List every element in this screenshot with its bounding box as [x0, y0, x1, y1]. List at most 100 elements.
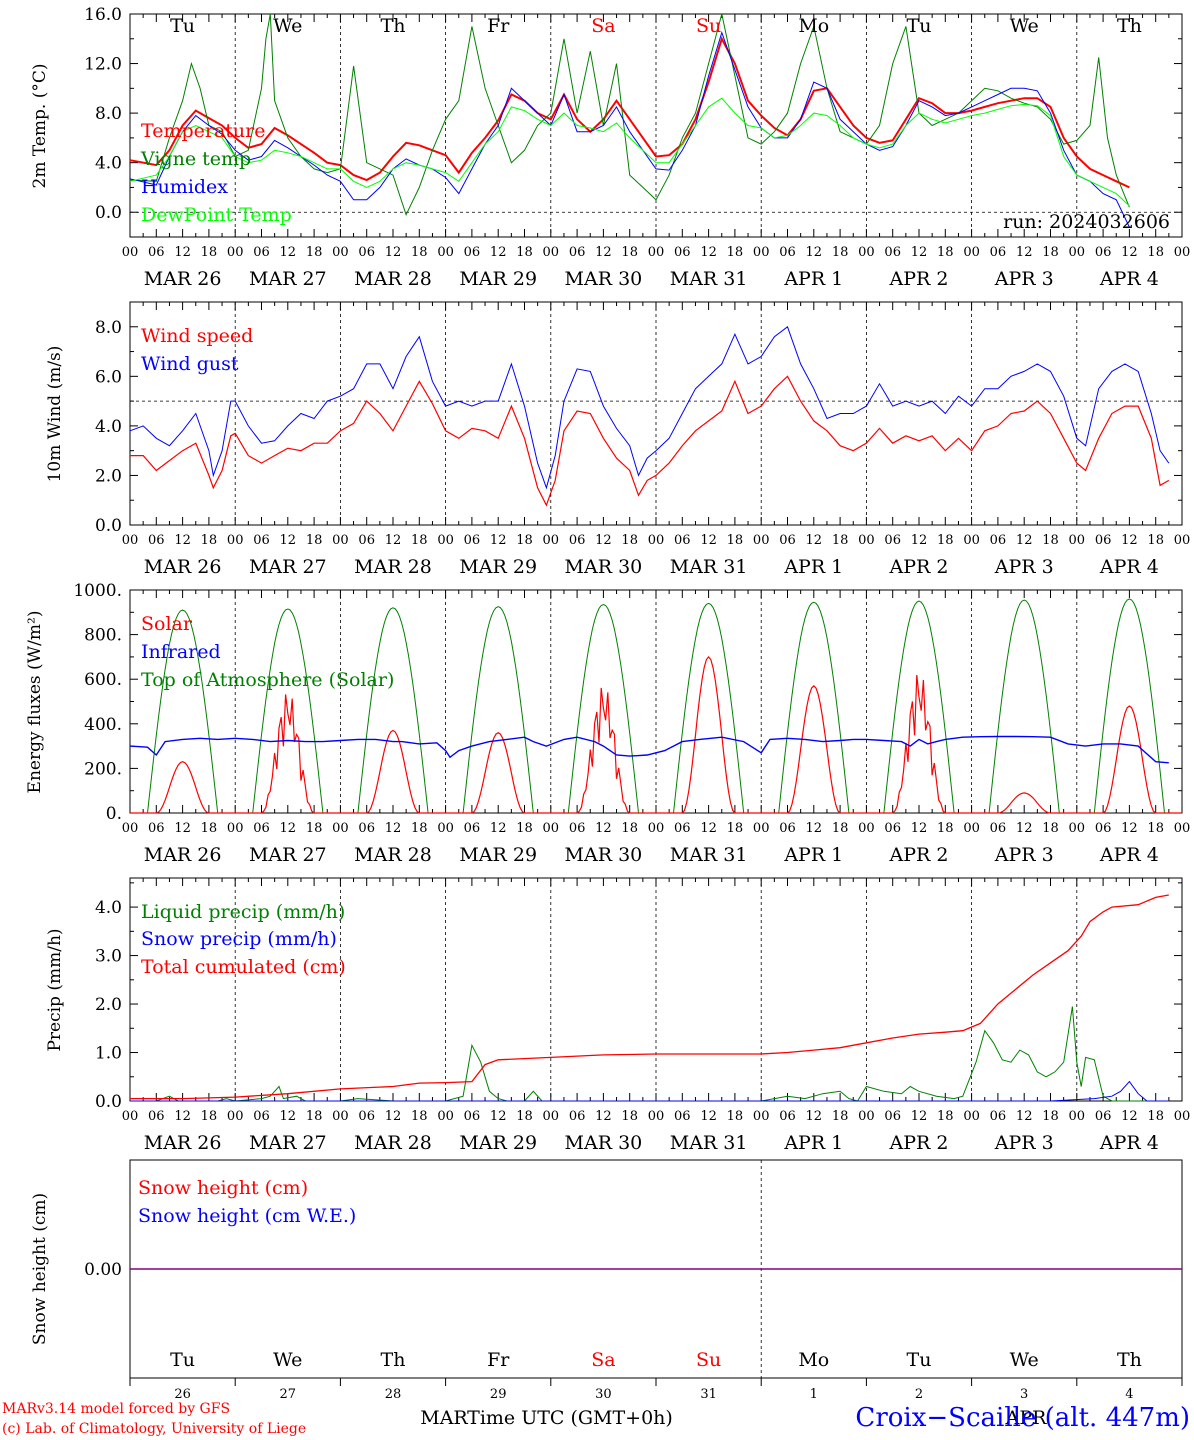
y-tick-label: 1.0 — [95, 1044, 122, 1064]
x-hour-label: 18 — [516, 1109, 533, 1124]
x-hour-label: 12 — [911, 533, 928, 548]
x-date-label: MAR 26 — [144, 1132, 222, 1154]
x-hour-label: 00 — [648, 821, 665, 836]
x-hour-label: 12 — [806, 533, 823, 548]
x-hour-label: 12 — [385, 533, 402, 548]
legend-entry: Vigne temp — [140, 148, 251, 170]
bottom-day-label: We — [1010, 1349, 1039, 1371]
x-hour-label: 06 — [1095, 1109, 1112, 1124]
x-hour-label: 06 — [569, 245, 586, 260]
panel-wind: 0.0 2.0 4.0 6.0 8.0 10m Wind (m/s) Wind speed W… — [45, 301, 1190, 578]
y-tick-label: 16.0 — [84, 5, 122, 25]
x-hour-label: 18 — [306, 1109, 323, 1124]
panel-frame — [129, 589, 1183, 814]
y-tick-label: 6.0 — [95, 367, 122, 387]
x-date-label: APR 3 — [994, 1132, 1054, 1154]
x-hour-label: 06 — [779, 245, 796, 260]
x-date-label: APR 2 — [889, 1132, 949, 1154]
x-hour-label: 06 — [358, 245, 375, 260]
x-hour-label: 18 — [937, 821, 954, 836]
y-tick-label: 0.00 — [84, 1260, 122, 1280]
bottom-day-number: 31 — [700, 1387, 717, 1402]
x-hour-label: 18 — [621, 821, 638, 836]
x-hour-label: 00 — [332, 1109, 349, 1124]
series-line-1 — [130, 1080, 1169, 1102]
x-hour-label: 00 — [227, 245, 244, 260]
x-hour-label: 18 — [832, 821, 849, 836]
x-hour-label: 18 — [1042, 1109, 1059, 1124]
x-hour-label: 00 — [1069, 821, 1086, 836]
x-hour-label: 00 — [858, 1109, 875, 1124]
bottom-day-number: 30 — [595, 1387, 612, 1402]
x-hour-label: 06 — [148, 245, 165, 260]
x-hour-label: 18 — [1147, 245, 1164, 260]
x-hour-label: 18 — [621, 245, 638, 260]
y-tick-label: 2.0 — [95, 995, 122, 1015]
legend-entry: Wind speed — [141, 325, 253, 347]
x-hour-label: 12 — [490, 1109, 507, 1124]
legend-entry: Snow height (cm W.E.) — [138, 1205, 356, 1227]
x-hour-label: 06 — [884, 245, 901, 260]
x-hour-label: 00 — [437, 821, 454, 836]
x-hour-label: 06 — [148, 821, 165, 836]
x-date-label: MAR 30 — [565, 556, 643, 578]
x-hour-label: 12 — [595, 245, 612, 260]
x-hour-label: 00 — [122, 245, 139, 260]
x-hour-label: 18 — [832, 245, 849, 260]
y-tick-label: 0. — [106, 804, 122, 824]
y-tick-label: 0.0 — [95, 516, 122, 536]
x-hour-label: 12 — [595, 1109, 612, 1124]
series-line-1 — [129, 325, 1170, 490]
x-hour-label: 00 — [753, 1109, 770, 1124]
x-hour-label: 12 — [280, 245, 297, 260]
x-hour-label: 12 — [1121, 533, 1138, 548]
x-hour-label: 00 — [122, 821, 139, 836]
x-hour-label: 12 — [1016, 533, 1033, 548]
y-axis-label: Energy fluxes (W/m²) — [25, 611, 45, 794]
day-label: Th — [381, 15, 406, 37]
series-line-1 — [129, 13, 1130, 217]
day-label: We — [273, 15, 302, 37]
panel-temp: 0.0 4.0 8.0 12.0 16.0 2m Temp. (°C) Temperatur… — [30, 5, 1190, 290]
x-date-label: MAR 31 — [670, 268, 748, 290]
x-hour-label: 12 — [1121, 245, 1138, 260]
x-hour-label: 00 — [963, 1109, 980, 1124]
legend-entry: Solar — [141, 613, 193, 635]
x-hour-label: 18 — [306, 533, 323, 548]
x-date-label: MAR 30 — [565, 268, 643, 290]
x-hour-label: 06 — [884, 821, 901, 836]
x-hour-label: 12 — [1121, 821, 1138, 836]
legend-entry: Total cumulated (cm) — [141, 956, 346, 978]
x-hour-label: 06 — [464, 245, 481, 260]
x-hour-label: 00 — [332, 245, 349, 260]
y-tick-label: 3.0 — [95, 947, 122, 967]
x-hour-label: 00 — [227, 533, 244, 548]
series-line-solar — [130, 655, 1182, 814]
x-hour-label: 18 — [621, 533, 638, 548]
x-hour-label: 18 — [411, 821, 428, 836]
day-label: Sa — [591, 15, 615, 37]
x-hour-label: 18 — [411, 533, 428, 548]
x-hour-label: 00 — [963, 533, 980, 548]
x-hour-label: 12 — [280, 1109, 297, 1124]
x-date-label: MAR 29 — [459, 844, 537, 866]
x-hour-label: 00 — [437, 1109, 454, 1124]
bottom-day-label: Th — [1117, 1349, 1142, 1371]
x-hour-label: 18 — [411, 245, 428, 260]
x-hour-label: 18 — [1147, 533, 1164, 548]
x-date-label: MAR 28 — [354, 268, 432, 290]
bottom-day-number: 1 — [810, 1387, 818, 1402]
x-hour-label: 18 — [1147, 1109, 1164, 1124]
x-hour-label: 00 — [437, 533, 454, 548]
panel-precip: 0.0 1.0 2.0 3.0 4.0 Precip (mm/h) Liquid preci… — [45, 877, 1190, 1154]
y-tick-label: 1000. — [73, 581, 122, 601]
x-hour-label: 18 — [937, 245, 954, 260]
x-date-label: MAR 29 — [459, 556, 537, 578]
series-line-3 — [129, 97, 1130, 207]
x-hour-label: 18 — [727, 533, 744, 548]
bottom-day-number: 2 — [915, 1387, 923, 1402]
x-date-label: MAR 26 — [144, 268, 222, 290]
x-hour-label: 00 — [858, 533, 875, 548]
x-hour-label: 06 — [674, 821, 691, 836]
